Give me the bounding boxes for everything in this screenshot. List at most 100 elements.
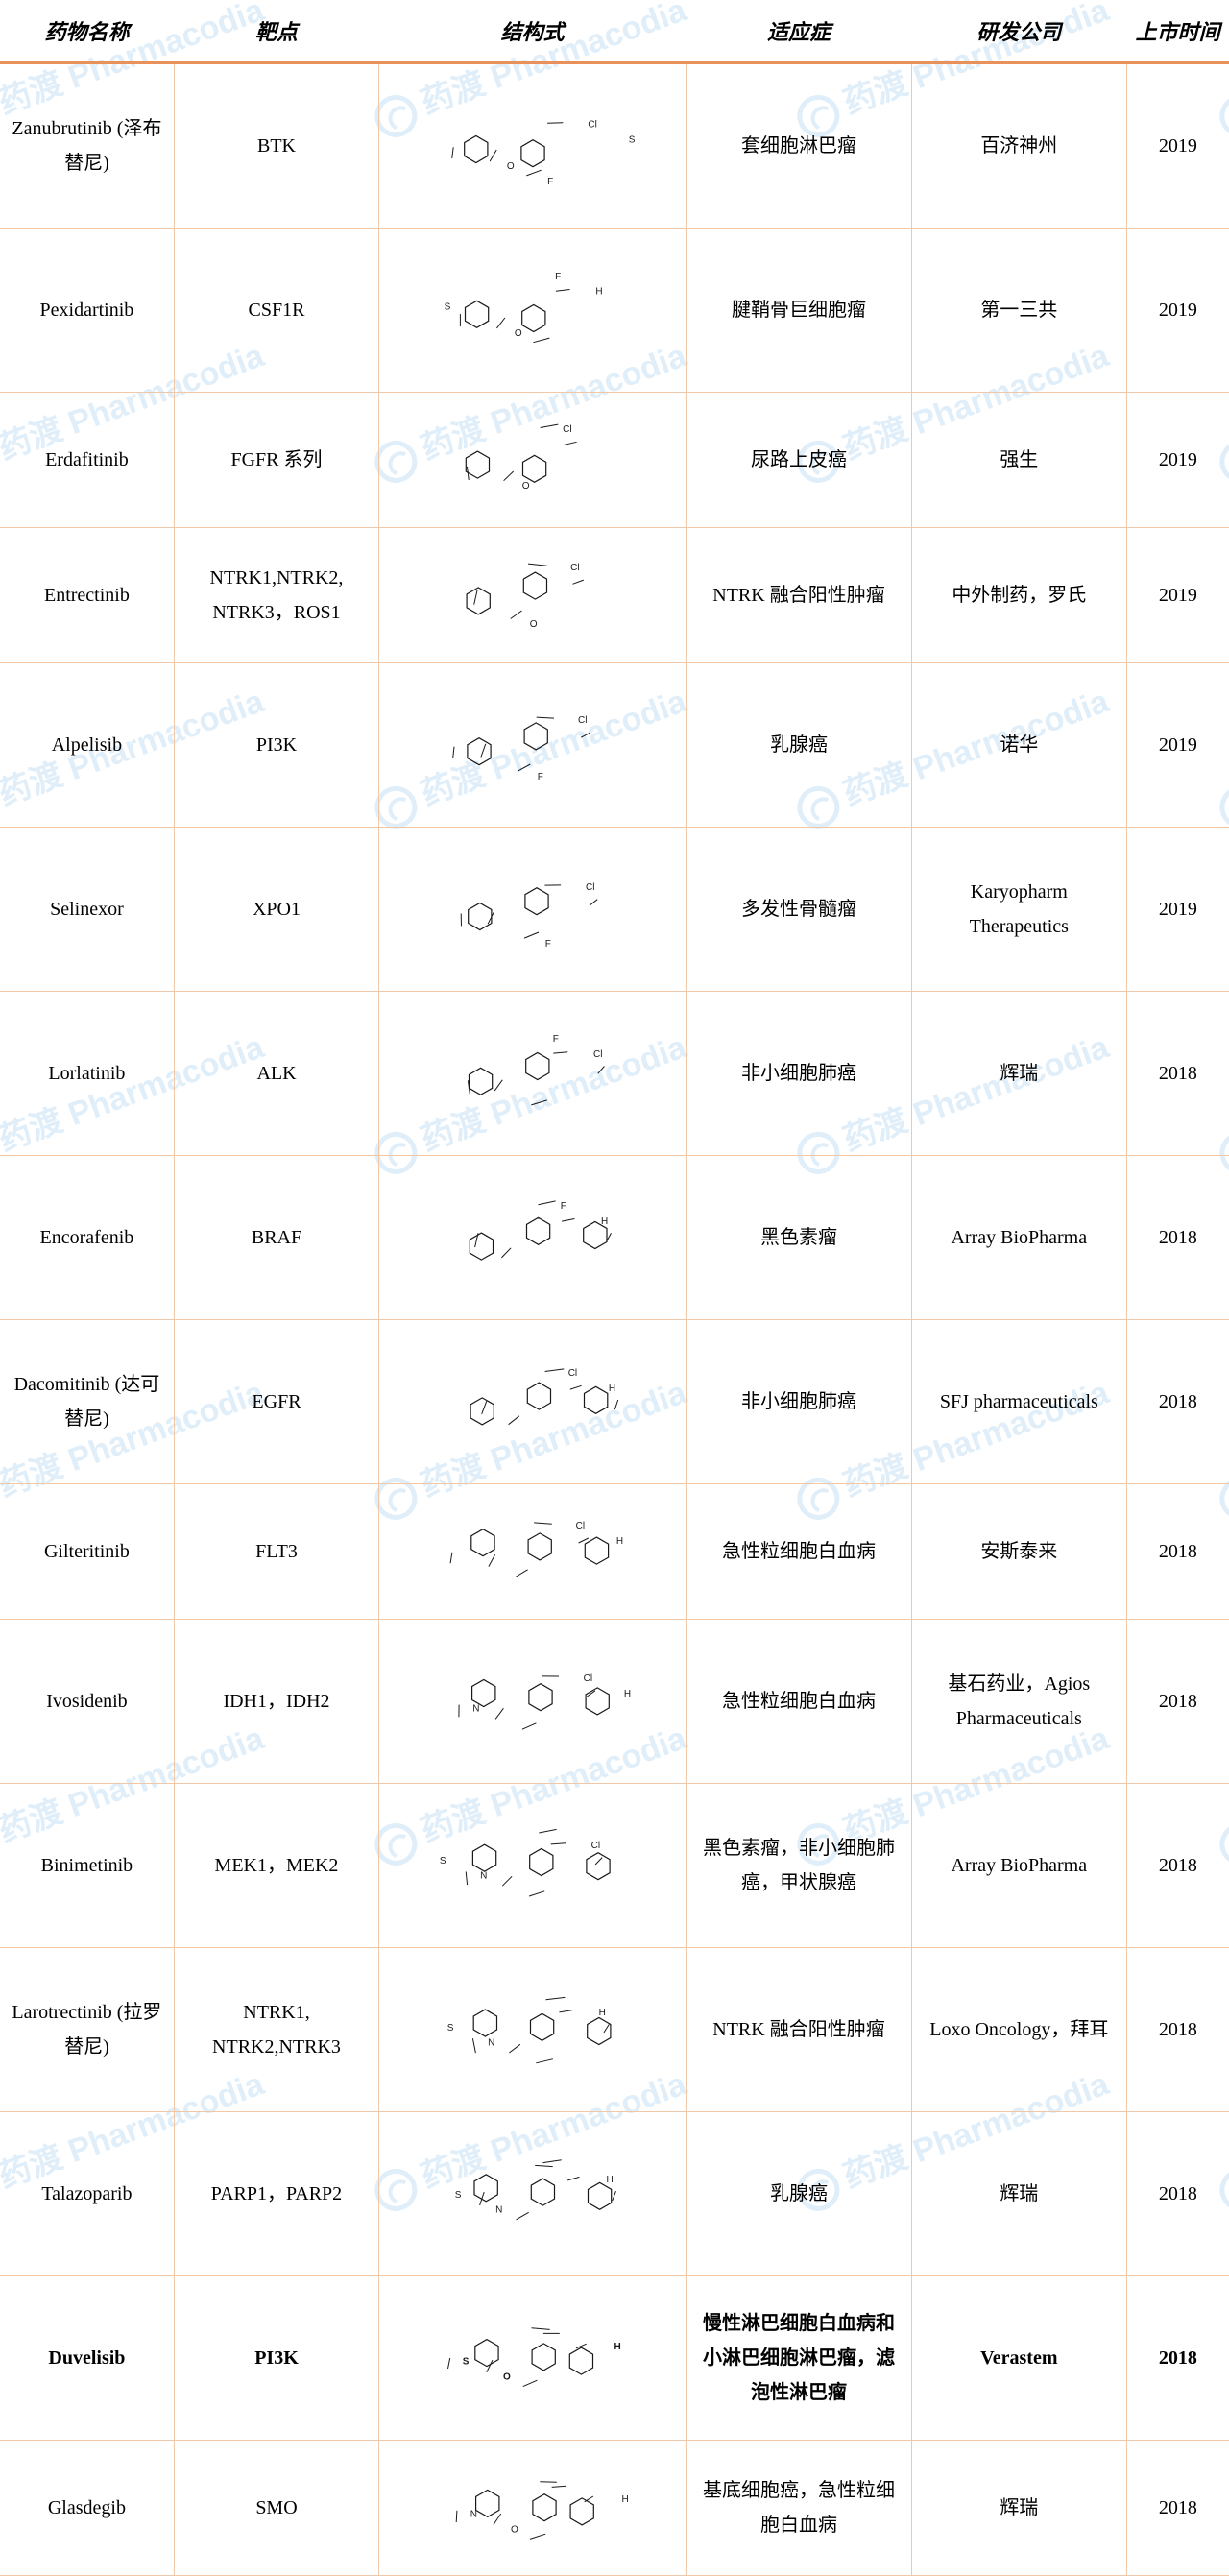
structure-diagram: H S N [408,1967,658,2092]
cell-company: 辉瑞 [911,2112,1126,2276]
structure-diagram: OFClS [408,84,658,208]
table-row: BinimetinibMEK1，MEK2ClSN黑色素瘤，非小细胞肺癌，甲状腺癌… [0,1784,1229,1948]
cell-indication: 急性粒细胞白血病 [687,1484,912,1620]
cell-target: FLT3 [174,1484,378,1620]
cell-drug-name: Entrectinib [0,528,174,663]
cell-indication: 基底细胞癌，急性粒细胞白血病 [687,2441,912,2576]
structure-diagram: HSO [408,2296,658,2420]
table-row: Larotrectinib (拉罗替尼)NTRK1, NTRK2,NTRK3 H S… [0,1948,1229,2112]
cell-year: 2019 [1126,663,1229,828]
svg-text:N: N [495,2205,502,2216]
cell-company: Verastem [911,2276,1126,2441]
col-header-company: 研发公司 [911,0,1126,63]
structure-diagram: FCl [408,1011,658,1136]
cell-target: CSF1R [174,229,378,393]
svg-text:O: O [515,328,522,339]
cell-year: 2018 [1126,1320,1229,1484]
table-row: ErdafitinibFGFR 系列OCl尿路上皮癌强生2019 [0,393,1229,528]
svg-text:H: H [601,1216,608,1227]
cell-target: NTRK1, NTRK2,NTRK3 [174,1948,378,2112]
structure-diagram: Cl H [408,1339,658,1464]
cell-drug-name: Pexidartinib [0,229,174,393]
svg-text:Cl: Cl [570,563,579,573]
table-row: IvosidenibIDH1，IDH2ClHN急性粒细胞白血病基石药业，Agio… [0,1620,1229,1784]
cell-year: 2019 [1126,528,1229,663]
cell-year: 2018 [1126,1784,1229,1948]
table-row: EncorafenibBRAFFH黑色素瘤Array BioPharma2018 [0,1156,1229,1320]
svg-text:Cl: Cl [583,1673,591,1684]
cell-structure: H S N [379,1948,687,2112]
svg-text:F: F [547,177,553,187]
cell-drug-name: Zanubrutinib (泽布替尼) [0,63,174,229]
col-header-year: 上市时间 [1126,0,1229,63]
cell-year: 2019 [1126,393,1229,528]
cell-indication: NTRK 融合阳性肿瘤 [687,1948,912,2112]
table-row: GilteritinibFLT3ClH急性粒细胞白血病安斯泰来2018 [0,1484,1229,1620]
svg-text:F: F [555,272,561,282]
cell-indication: 黑色素瘤，非小细胞肺癌，甲状腺癌 [687,1784,912,1948]
svg-text:H: H [595,287,602,298]
cell-year: 2018 [1126,1620,1229,1784]
cell-structure: OCl [379,393,687,528]
cell-year: 2018 [1126,992,1229,1156]
cell-target: PI3K [174,663,378,828]
cell-year: 2018 [1126,2441,1229,2576]
svg-text:F: F [560,1201,566,1212]
structure-diagram: FCl [408,847,658,972]
table-row: Dacomitinib (达可替尼)EGFRClH非小细胞肺癌SFJ pharm… [0,1320,1229,1484]
cell-drug-name: Selinexor [0,828,174,992]
cell-structure: HSO [379,2276,687,2441]
svg-text:S: S [462,2357,469,2368]
structure-diagram: FH [408,1175,658,1300]
cell-drug-name: Encorafenib [0,1156,174,1320]
svg-text:H: H [621,2494,628,2505]
cell-indication: 多发性骨髓瘤 [687,828,912,992]
svg-text:H: H [606,2175,613,2185]
cell-drug-name: Glasdegib [0,2441,174,2576]
cell-target: PARP1，PARP2 [174,2112,378,2276]
svg-text:S: S [454,2190,461,2201]
drug-table: 药物名称 靶点 结构式 适应症 研发公司 上市时间 Zanubrutinib (… [0,0,1229,2576]
structure-diagram: F Cl [408,683,658,807]
svg-text:Cl: Cl [567,1368,576,1379]
cell-target: PI3K [174,2276,378,2441]
cell-drug-name: Larotrectinib (拉罗替尼) [0,1948,174,2112]
svg-text:N: N [488,2038,494,2049]
cell-drug-name: Duvelisib [0,2276,174,2441]
structure-diagram: OFHS [408,248,658,373]
svg-text:S: S [446,2023,453,2034]
cell-indication: 套细胞淋巴瘤 [687,63,912,229]
cell-year: 2018 [1126,1156,1229,1320]
cell-indication: NTRK 融合阳性肿瘤 [687,528,912,663]
svg-text:Cl: Cl [578,715,587,726]
cell-year: 2019 [1126,828,1229,992]
cell-target: IDH1，IDH2 [174,1620,378,1784]
cell-target: BTK [174,63,378,229]
structure-diagram: ClHN [408,1639,658,1764]
svg-text:N: N [472,1704,479,1715]
structure-diagram: ClSN [408,1803,658,1928]
cell-target: EGFR [174,1320,378,1484]
cell-structure: F Cl [379,663,687,828]
svg-text:H: H [598,2008,605,2018]
svg-text:H: H [609,1384,615,1394]
cell-structure: FH [379,1156,687,1320]
cell-structure: FCl [379,992,687,1156]
cell-target: BRAF [174,1156,378,1320]
table-row: EntrectinibNTRK1,NTRK2, NTRK3，ROS1OClNTR… [0,528,1229,663]
svg-text:F: F [552,1034,558,1045]
cell-drug-name: Talazoparib [0,2112,174,2276]
cell-structure: HNO [379,2441,687,2576]
cell-drug-name: Erdafitinib [0,393,174,528]
cell-indication: 乳腺癌 [687,2112,912,2276]
col-header-structure: 结构式 [379,0,687,63]
svg-text:Cl: Cl [575,1521,584,1531]
svg-text:F: F [537,772,542,782]
cell-indication: 慢性淋巴细胞白血病和小淋巴细胞淋巴瘤，滤泡性淋巴瘤 [687,2276,912,2441]
cell-year: 2019 [1126,63,1229,229]
cell-target: FGFR 系列 [174,393,378,528]
cell-indication: 非小细胞肺癌 [687,1320,912,1484]
svg-text:H: H [616,1536,623,1547]
cell-structure: ClHN [379,1620,687,1784]
cell-company: 百济神州 [911,63,1126,229]
